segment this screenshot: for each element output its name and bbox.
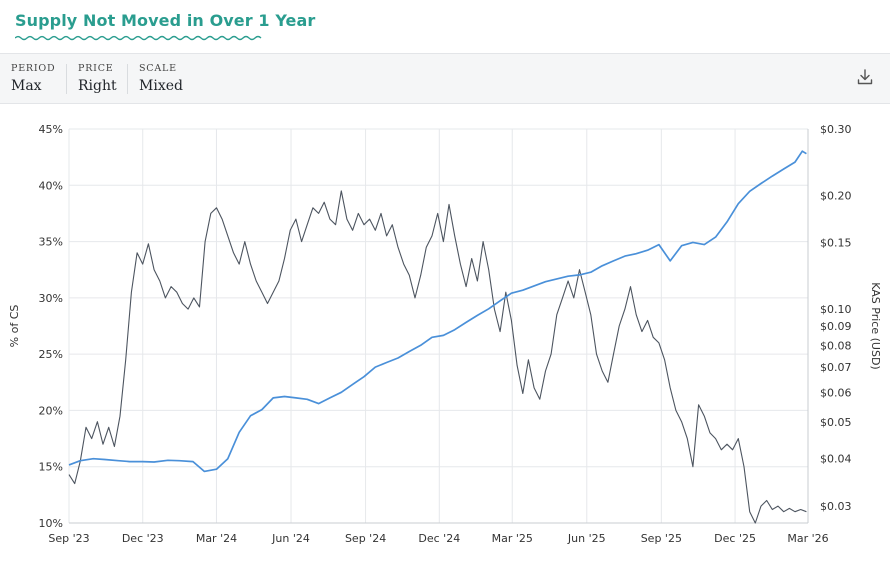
y-left-axis-label: % of CS (8, 305, 21, 348)
scale-select[interactable]: SCALE Mixed (139, 54, 199, 103)
period-value: Max (11, 78, 42, 94)
price-label: PRICE (78, 63, 114, 74)
y-left-tick-label: 15% (39, 461, 63, 474)
supply-series-line (68, 190, 807, 524)
page-title: Supply Not Moved in Over 1 Year (15, 11, 316, 30)
y-right-tick-label: $0.06 (820, 386, 852, 399)
y-right-tick-label: $0.15 (820, 236, 852, 249)
y-right-axis-label: KAS Price (USD) (869, 282, 882, 369)
y-right-tick-label: $0.07 (820, 361, 852, 374)
chart-controls-bar: PERIOD Max PRICE Right SCALE Mixed (0, 53, 890, 104)
title-underline (15, 35, 262, 41)
y-left-tick-label: 10% (39, 517, 63, 530)
x-tick-label: Mar '26 (787, 532, 828, 545)
y-left-tick-label: 25% (39, 348, 63, 361)
control-divider (66, 64, 67, 94)
x-tick-label: Mar '24 (196, 532, 237, 545)
period-label: PERIOD (11, 63, 56, 74)
y-right-tick-label: $0.04 (820, 453, 852, 466)
y-right-tick-label: $0.05 (820, 416, 852, 429)
x-tick-label: Dec '24 (418, 532, 460, 545)
scale-value: Mixed (139, 78, 183, 94)
y-left-tick-label: 45% (39, 123, 63, 136)
price-value: Right (78, 78, 117, 94)
x-tick-label: Jun '25 (567, 532, 606, 545)
x-tick-label: Jun '24 (271, 532, 310, 545)
chart-canvas: Sep '23 Dec '23 Mar '24 Jun '24 Sep '24 Dec '… (8, 123, 882, 545)
y-right-tick-label: $0.03 (820, 500, 852, 513)
x-tick-label: Mar '25 (492, 532, 533, 545)
scale-label: SCALE (139, 63, 177, 74)
y-right-tick-label: $0.30 (820, 123, 852, 136)
y-right-tick-label: $0.10 (820, 303, 852, 316)
price-select[interactable]: PRICE Right (78, 54, 128, 103)
control-divider (127, 64, 128, 94)
x-tick-label: Sep '23 (48, 532, 89, 545)
y-right-tick-label: $0.09 (820, 320, 852, 333)
download-icon[interactable] (856, 68, 874, 86)
y-left-tick-label: 30% (39, 292, 63, 305)
x-tick-label: Sep '24 (345, 532, 386, 545)
price-series-line (68, 150, 807, 473)
chart-title-wrap: Supply Not Moved in Over 1 Year (15, 11, 316, 41)
x-tick-label: Dec '25 (714, 532, 756, 545)
x-tick-label: Sep '25 (641, 532, 682, 545)
y-right-tick-label: $0.20 (820, 189, 852, 202)
y-right-tick-label: $0.08 (820, 339, 852, 352)
y-left-tick-label: 35% (39, 236, 63, 249)
x-tick-label: Dec '23 (122, 532, 164, 545)
y-left-tick-label: 20% (39, 404, 63, 417)
y-left-tick-label: 40% (39, 179, 63, 192)
period-select[interactable]: PERIOD Max (11, 54, 66, 103)
